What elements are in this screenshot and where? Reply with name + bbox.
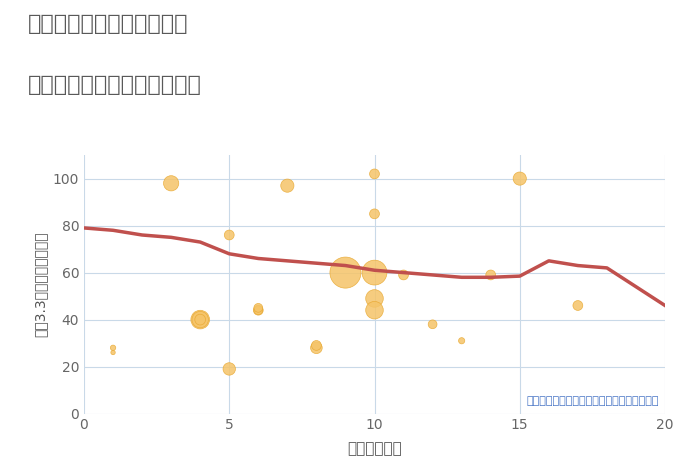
Point: [108, 344, 119, 352]
Point: [456, 337, 468, 345]
X-axis label: 駅距離（分）: 駅距離（分）: [347, 441, 402, 456]
Point: [224, 365, 235, 373]
Point: [369, 295, 380, 302]
Point: [224, 231, 235, 239]
Point: [195, 316, 206, 323]
Point: [253, 306, 264, 314]
Text: 円の大きさは、取引のあった物件面積を示す: 円の大きさは、取引のあった物件面積を示す: [526, 396, 659, 406]
Point: [340, 269, 351, 276]
Point: [369, 269, 380, 276]
Point: [398, 271, 409, 279]
Point: [253, 306, 264, 314]
Point: [281, 182, 293, 189]
Point: [195, 316, 206, 323]
Point: [369, 210, 380, 218]
Text: 三重県四日市市高浜新町の: 三重県四日市市高浜新町の: [28, 14, 188, 34]
Point: [311, 344, 322, 352]
Point: [311, 342, 322, 349]
Point: [195, 316, 206, 323]
Point: [108, 349, 119, 356]
Point: [573, 302, 584, 309]
Point: [485, 271, 496, 279]
Point: [427, 321, 438, 328]
Point: [253, 304, 264, 312]
Point: [514, 175, 525, 182]
Y-axis label: 坪（3.3㎡）単価（万円）: 坪（3.3㎡）単価（万円）: [33, 232, 47, 337]
Point: [165, 180, 176, 187]
Point: [369, 306, 380, 314]
Point: [369, 170, 380, 178]
Text: 駅距離別中古マンション価格: 駅距離別中古マンション価格: [28, 75, 202, 95]
